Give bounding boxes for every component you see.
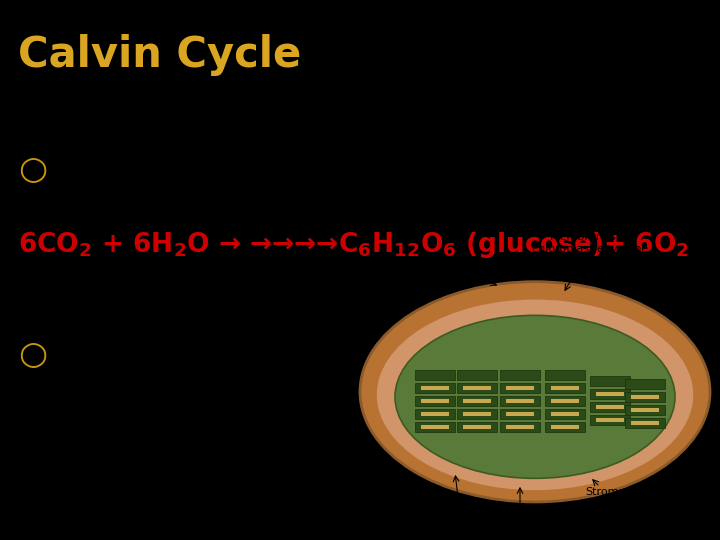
Text: Calvin Cycle: Calvin Cycle <box>18 34 301 76</box>
Bar <box>415 422 455 432</box>
Ellipse shape <box>376 299 694 491</box>
Bar <box>500 396 540 406</box>
Bar <box>463 425 491 429</box>
Text: Stroma: Stroma <box>585 487 625 497</box>
Bar <box>590 376 630 386</box>
Bar <box>415 396 455 406</box>
Text: CHLOROPLAST: CHLOROPLAST <box>390 256 480 267</box>
Bar <box>421 399 449 403</box>
Bar <box>506 399 534 403</box>
Bar <box>545 409 585 419</box>
Bar <box>551 399 579 403</box>
Bar <box>596 392 624 396</box>
Bar <box>551 412 579 416</box>
Bar <box>421 425 449 429</box>
Bar <box>631 421 659 425</box>
Bar <box>545 396 585 406</box>
Bar <box>463 386 491 390</box>
Bar <box>506 425 534 429</box>
Bar <box>500 409 540 419</box>
Text: $\mathregular{6CO_2}$ + $\mathregular{6H_2O}$ → →→→→$\mathregular{C_6H_{12}O_6}$: $\mathregular{6CO_2}$ + $\mathregular{6H… <box>18 230 689 260</box>
Bar <box>590 415 630 425</box>
Bar <box>463 412 491 416</box>
Bar <box>457 396 497 406</box>
Bar <box>506 386 534 390</box>
Ellipse shape <box>395 315 675 478</box>
Text: Inner: Inner <box>641 259 670 269</box>
Ellipse shape <box>360 282 710 502</box>
Text: chloroplast envelope: chloroplast envelope <box>532 244 648 254</box>
Text: ○: ○ <box>18 153 47 186</box>
Text: Outer: Outer <box>609 259 641 269</box>
Bar <box>457 409 497 419</box>
Text: Membranes of: Membranes of <box>550 232 630 242</box>
Bar <box>415 370 455 380</box>
Bar <box>625 405 665 415</box>
Bar <box>500 383 540 393</box>
Bar <box>415 383 455 393</box>
Bar <box>551 386 579 390</box>
Bar <box>457 370 497 380</box>
Bar <box>625 418 665 428</box>
Bar <box>551 425 579 429</box>
Bar <box>590 389 630 399</box>
Bar <box>631 408 659 412</box>
Bar <box>415 409 455 419</box>
Bar <box>500 370 540 380</box>
Bar <box>545 370 585 380</box>
Bar <box>631 395 659 399</box>
Bar <box>545 422 585 432</box>
Bar <box>457 422 497 432</box>
Bar <box>625 379 665 389</box>
Bar <box>545 383 585 393</box>
Bar <box>421 412 449 416</box>
Bar <box>421 386 449 390</box>
Text: ○: ○ <box>18 338 47 372</box>
Bar <box>457 383 497 393</box>
Bar <box>506 412 534 416</box>
Text: Series of reactions that produces $\mathregular{C_6H_{12}O_6}$: Series of reactions that produces $\math… <box>48 154 672 185</box>
Text: Thylakoids: Thylakoids <box>490 527 549 537</box>
Bar <box>500 422 540 432</box>
Text: (glucose): (glucose) <box>62 188 200 214</box>
Text: Grana: Grana <box>450 517 484 527</box>
Bar <box>596 418 624 422</box>
Text: Occurs in the stroma: Occurs in the stroma <box>48 342 359 368</box>
Bar <box>625 392 665 402</box>
Bar <box>596 405 624 409</box>
Bar <box>590 402 630 412</box>
Bar <box>463 399 491 403</box>
